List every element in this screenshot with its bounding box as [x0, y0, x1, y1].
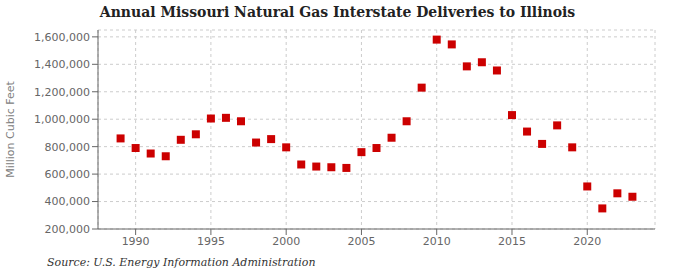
html-text:Annual Missouri Natural Gas In: Annual Missouri Natural Gas Interstate D…: [99, 4, 576, 20]
svg-text:200,000: 200,000: [45, 223, 91, 236]
svg-text:1,400,000: 1,400,000: [34, 58, 90, 71]
svg-text:2000: 2000: [272, 235, 300, 248]
svg-text:2010: 2010: [423, 235, 451, 248]
svg-text:2015: 2015: [498, 235, 526, 248]
svg-text:1,000,000: 1,000,000: [34, 113, 90, 126]
svg-text:2005: 2005: [347, 235, 375, 248]
svg-text:400,000: 400,000: [45, 195, 91, 208]
svg-text:800,000: 800,000: [45, 141, 91, 154]
html-text:Source: U.S. Energy Informatio: Source: U.S. Energy Information Administ…: [47, 256, 316, 269]
svg-text:1990: 1990: [122, 235, 150, 248]
svg-text:Million Cubic Feet: Million Cubic Feet: [8, 80, 17, 177]
svg-text:1995: 1995: [197, 235, 225, 248]
svg-text:2020: 2020: [573, 235, 601, 248]
svg-text:1,600,000: 1,600,000: [34, 31, 90, 44]
svg-text:1,200,000: 1,200,000: [34, 86, 90, 99]
svg-text:600,000: 600,000: [45, 168, 91, 181]
